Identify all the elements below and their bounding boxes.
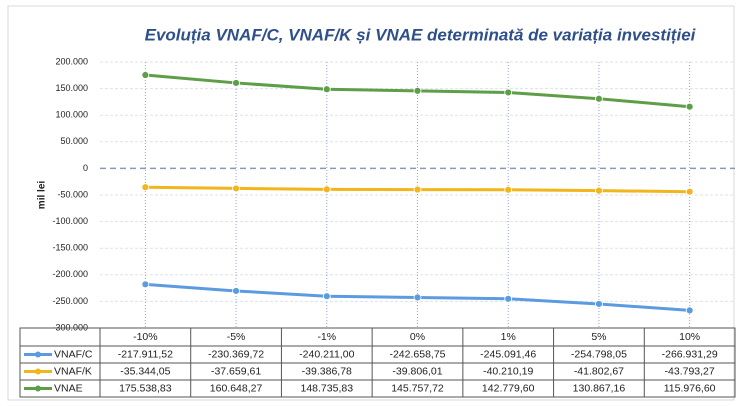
legend-marker bbox=[35, 385, 41, 392]
x-tick-label: 0% bbox=[410, 331, 425, 343]
chart-title: Evoluția VNAF/C, VNAF/K și VNAE determin… bbox=[145, 25, 697, 44]
table-value: -41.802,67 bbox=[574, 365, 624, 377]
data-point bbox=[685, 102, 694, 111]
x-tick-label: 10% bbox=[679, 331, 700, 343]
x-tick-label: 1% bbox=[501, 331, 516, 343]
table-value: 130.867,16 bbox=[573, 382, 626, 394]
y-tick-label: 50.000 bbox=[60, 136, 88, 146]
data-point bbox=[685, 187, 694, 196]
table-value: 175.538,83 bbox=[119, 382, 172, 394]
table-value: -37.659,61 bbox=[211, 365, 261, 377]
legend-label: VNAF/K bbox=[54, 365, 92, 377]
x-tick-label: -5% bbox=[227, 331, 246, 343]
legend-label: VNAE bbox=[54, 382, 83, 394]
table-value: -245.091,46 bbox=[480, 348, 536, 360]
table-value: 148.735,83 bbox=[301, 382, 354, 394]
table-value: -242.658,75 bbox=[389, 348, 445, 360]
data-point bbox=[141, 183, 150, 192]
data-point bbox=[232, 79, 240, 87]
legend-label: VNAF/C bbox=[54, 348, 93, 360]
data-point bbox=[685, 306, 694, 315]
y-tick-label: -100.000 bbox=[52, 216, 88, 226]
y-axis-label: mil lei bbox=[37, 181, 48, 210]
data-point bbox=[595, 186, 603, 195]
data-point bbox=[504, 88, 513, 97]
data-point bbox=[322, 85, 331, 94]
y-tick-label: -250.000 bbox=[52, 296, 88, 306]
y-tick-label: 0 bbox=[83, 163, 88, 173]
y-tick-label: 150.000 bbox=[55, 83, 88, 93]
data-point bbox=[322, 292, 331, 301]
table-value: -35.344,05 bbox=[120, 365, 170, 377]
table-value: -43.793,27 bbox=[665, 365, 715, 377]
y-tick-label: 100.000 bbox=[55, 110, 88, 120]
y-tick-label: -150.000 bbox=[52, 243, 88, 253]
y-tick-label: -200.000 bbox=[52, 269, 88, 279]
y-tick-label: 200.000 bbox=[55, 56, 88, 66]
table-value: -230.369,72 bbox=[208, 348, 264, 360]
data-point bbox=[413, 293, 422, 302]
data-point bbox=[595, 300, 603, 308]
data-point bbox=[232, 287, 240, 295]
legend-marker bbox=[35, 351, 41, 358]
y-tick-label: -300.000 bbox=[52, 322, 88, 332]
legend-marker bbox=[35, 368, 41, 375]
x-tick-label: -1% bbox=[317, 331, 336, 343]
chart-frame bbox=[7, 5, 735, 401]
table-value: 142.779,60 bbox=[482, 382, 535, 394]
table-value: -240.211,00 bbox=[299, 348, 354, 360]
table-value: 160.648,27 bbox=[210, 382, 263, 394]
x-tick-label: -10% bbox=[133, 331, 158, 343]
data-point bbox=[322, 185, 331, 194]
table-value: 115.976,60 bbox=[664, 382, 716, 394]
table-value: -39.386,78 bbox=[302, 365, 352, 377]
data-point bbox=[141, 280, 150, 289]
table-value: 145.757,72 bbox=[391, 382, 444, 394]
data-point bbox=[595, 94, 603, 103]
data-point bbox=[504, 185, 513, 194]
y-tick-label: -50.000 bbox=[57, 189, 88, 199]
table-value: -39.806,01 bbox=[392, 365, 442, 377]
data-point bbox=[504, 294, 513, 303]
data-point bbox=[413, 86, 422, 95]
table-value: -254.798,05 bbox=[571, 348, 627, 360]
table-value: -40.210,19 bbox=[483, 365, 533, 377]
table-value: -217.911,52 bbox=[118, 348, 173, 360]
x-tick-label: 5% bbox=[591, 331, 606, 343]
data-point bbox=[232, 184, 240, 193]
data-point bbox=[141, 71, 150, 79]
data-point bbox=[413, 185, 422, 194]
table-value: -266.931,29 bbox=[662, 348, 718, 360]
